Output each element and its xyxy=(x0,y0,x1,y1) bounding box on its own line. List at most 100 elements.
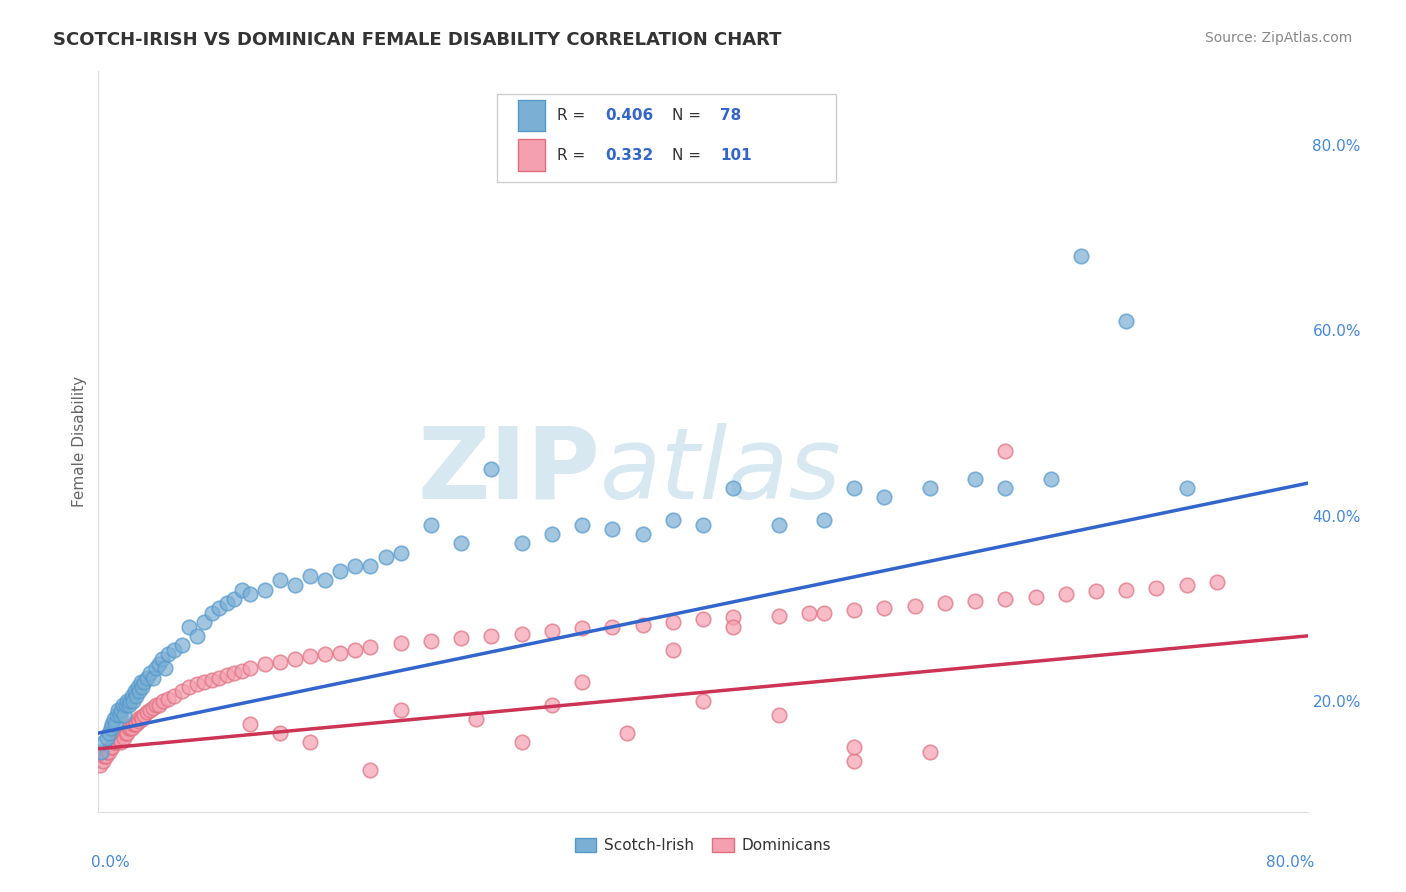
Point xyxy=(481,629,503,643)
Point xyxy=(934,597,956,611)
Point xyxy=(692,694,714,708)
Point xyxy=(723,610,745,624)
Point xyxy=(239,661,262,675)
Point xyxy=(1144,581,1167,595)
Point xyxy=(360,559,382,574)
Text: atlas: atlas xyxy=(600,423,842,520)
Point xyxy=(231,582,253,597)
Point xyxy=(768,517,790,532)
Point xyxy=(602,619,624,633)
Point xyxy=(389,703,412,717)
Point xyxy=(723,619,745,633)
Point xyxy=(284,652,307,666)
Point xyxy=(110,735,132,749)
Point xyxy=(131,680,153,694)
Point xyxy=(103,712,125,726)
Point xyxy=(93,735,115,749)
Point xyxy=(420,517,443,532)
Point xyxy=(101,739,124,754)
Point xyxy=(108,731,131,745)
Point xyxy=(510,627,533,641)
Point xyxy=(329,646,352,660)
Text: 0.0%: 0.0% xyxy=(91,855,131,870)
Point xyxy=(768,608,790,623)
Point xyxy=(128,684,150,698)
Point xyxy=(723,481,745,495)
Point xyxy=(844,603,866,617)
Point xyxy=(96,731,118,745)
Point xyxy=(120,722,142,736)
Point xyxy=(115,726,138,740)
Point xyxy=(918,481,941,495)
Point xyxy=(121,722,143,736)
Text: 80.0%: 80.0% xyxy=(1267,855,1315,870)
Point xyxy=(602,523,624,537)
Point xyxy=(208,671,231,685)
Point xyxy=(571,675,593,690)
Point xyxy=(269,655,291,669)
Point xyxy=(389,546,412,560)
Point xyxy=(129,675,152,690)
Point xyxy=(125,689,148,703)
Point xyxy=(344,642,367,657)
Point xyxy=(100,739,122,754)
Point xyxy=(1206,575,1229,590)
Point xyxy=(1115,314,1137,328)
Point xyxy=(813,606,835,620)
Point xyxy=(108,707,131,722)
Point xyxy=(107,703,129,717)
Point xyxy=(994,443,1017,458)
Point xyxy=(111,726,134,740)
Point xyxy=(904,599,927,614)
Point xyxy=(329,564,352,578)
Point xyxy=(170,638,193,652)
Point xyxy=(193,675,215,690)
Point xyxy=(965,593,987,607)
Point xyxy=(253,582,276,597)
Point xyxy=(299,568,322,582)
Point xyxy=(89,758,111,772)
Point xyxy=(90,745,112,759)
Point xyxy=(98,726,121,740)
Point xyxy=(148,698,170,713)
Point xyxy=(145,661,167,675)
Point xyxy=(571,517,593,532)
Point xyxy=(114,726,136,740)
Point xyxy=(510,536,533,550)
Text: 101: 101 xyxy=(720,147,752,162)
Point xyxy=(844,481,866,495)
Legend: Scotch-Irish, Dominicans: Scotch-Irish, Dominicans xyxy=(569,832,837,860)
Point xyxy=(132,707,155,722)
Point xyxy=(111,698,134,713)
Point xyxy=(873,490,896,504)
Point xyxy=(118,698,141,713)
Point xyxy=(616,726,638,740)
Point xyxy=(163,689,186,703)
Point xyxy=(631,527,654,541)
Point xyxy=(481,462,503,476)
Point xyxy=(121,689,143,703)
Point xyxy=(208,601,231,615)
Point xyxy=(129,710,152,724)
Point xyxy=(215,597,238,611)
Point xyxy=(1070,250,1092,264)
Point xyxy=(420,633,443,648)
Point xyxy=(239,587,262,601)
FancyBboxPatch shape xyxy=(498,94,837,183)
Point xyxy=(156,648,179,662)
Point xyxy=(135,671,157,685)
Point xyxy=(797,606,820,620)
Point xyxy=(114,698,136,713)
Point xyxy=(120,694,142,708)
Point xyxy=(661,513,683,527)
Point xyxy=(104,716,127,731)
Point xyxy=(450,631,472,645)
Point xyxy=(661,615,683,629)
Point xyxy=(100,722,122,736)
Point xyxy=(813,513,835,527)
Point xyxy=(153,661,176,675)
Point xyxy=(112,707,135,722)
Point xyxy=(389,636,412,650)
Point xyxy=(139,665,162,680)
Point xyxy=(170,684,193,698)
